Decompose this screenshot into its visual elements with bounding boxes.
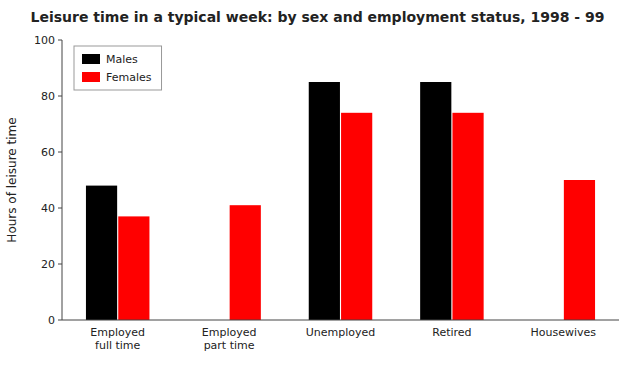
y-tick <box>58 208 62 209</box>
x-axis-line <box>62 320 619 321</box>
bar <box>230 205 261 320</box>
y-axis: 0 20 40 60 80 100 <box>34 34 62 327</box>
bar <box>564 180 595 320</box>
legend-label: Females <box>106 71 152 84</box>
legend-frame <box>74 46 162 90</box>
bars <box>86 82 595 320</box>
y-tick-label: 20 <box>41 258 55 271</box>
x-tick-label: Retired <box>432 326 471 339</box>
y-tick <box>58 264 62 265</box>
x-tick-label-line: Employed <box>90 326 145 339</box>
y-tick <box>58 152 62 153</box>
y-tick <box>58 320 62 321</box>
x-tick-label-line: Unemployed <box>306 326 376 339</box>
x-tick-label: Employedpart time <box>202 326 257 352</box>
chart-svg: Leisure time in a typical week: by sex a… <box>0 0 635 368</box>
bar <box>452 113 483 320</box>
y-axis-label: Hours of leisure time <box>5 117 19 242</box>
legend: Males Females <box>74 46 162 90</box>
y-tick-label: 0 <box>48 314 55 327</box>
x-tick-label: Unemployed <box>306 326 376 339</box>
bar <box>420 82 451 320</box>
y-tick <box>58 96 62 97</box>
y-tick-label: 80 <box>41 90 55 103</box>
x-tick-label-line: part time <box>204 339 255 352</box>
x-axis: Employedfull timeEmployedpart timeUnempl… <box>62 320 619 352</box>
x-tick-label-line: Housewives <box>531 326 597 339</box>
bar <box>309 82 340 320</box>
bar <box>341 113 372 320</box>
y-tick-label: 40 <box>41 202 55 215</box>
legend-label: Males <box>106 53 138 66</box>
x-tick-label-line: Employed <box>202 326 257 339</box>
y-tick <box>58 40 62 41</box>
bar <box>118 216 149 320</box>
y-axis-line <box>62 40 63 320</box>
x-tick-label: Employedfull time <box>90 326 145 352</box>
legend-swatch <box>82 54 100 64</box>
y-tick-label: 100 <box>34 34 55 47</box>
title: Leisure time in a typical week: by sex a… <box>31 9 605 25</box>
x-tick-label-line: full time <box>95 339 141 352</box>
x-tick-label-line: Retired <box>432 326 471 339</box>
y-tick-label: 60 <box>41 146 55 159</box>
x-tick-label: Housewives <box>531 326 597 339</box>
bar <box>86 186 117 320</box>
legend-swatch <box>82 72 100 82</box>
chart-container: Leisure time in a typical week: by sex a… <box>0 0 635 368</box>
